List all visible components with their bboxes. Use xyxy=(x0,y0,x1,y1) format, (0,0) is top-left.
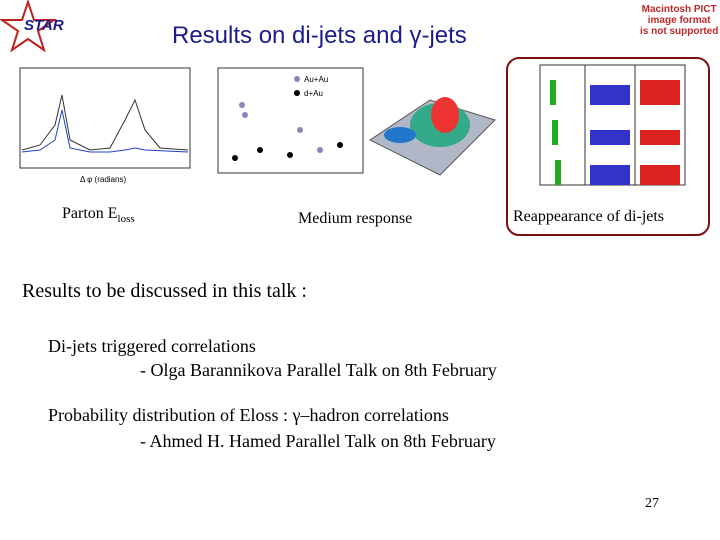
item-talk: - Ahmed H. Hamed Parallel Talk on 8th Fe… xyxy=(140,431,496,451)
item-talk: - Olga Barannikova Parallel Talk on 8th … xyxy=(140,360,497,380)
legend-label: Au+Au xyxy=(304,75,328,84)
legend-label: d+Au xyxy=(304,89,323,98)
pict-line: is not supported xyxy=(640,26,719,37)
caption-sub: loss xyxy=(117,213,135,226)
x-label: Δ φ (radians) xyxy=(80,175,126,184)
pict-notice: Macintosh PICT image format is not suppo… xyxy=(640,4,718,37)
pict-line: Macintosh PICT xyxy=(641,4,717,15)
page-number: 27 xyxy=(645,496,659,511)
left-plot: Δ φ (radians) xyxy=(19,67,191,184)
pict-line: image format xyxy=(647,15,711,26)
caption: Medium response xyxy=(298,210,413,227)
item-topic: Di-jets triggered correlations xyxy=(48,336,256,356)
caption-main: Parton E xyxy=(62,205,118,222)
caption: Reappearance of di-jets xyxy=(513,208,665,225)
middle-plot: Au+Au d+Au xyxy=(217,67,364,174)
logo-text: STAR xyxy=(24,17,64,34)
intro: Results to be discussed in this talk : xyxy=(22,280,307,302)
item-topic: Probability distribution of Eloss : γ–ha… xyxy=(48,405,449,425)
title: Results on di-jets and γ-jets xyxy=(172,22,467,49)
caption: Parton Eloss xyxy=(62,205,135,225)
surface-plot xyxy=(369,97,496,176)
star-logo xyxy=(0,0,58,53)
right-plot xyxy=(506,57,710,236)
